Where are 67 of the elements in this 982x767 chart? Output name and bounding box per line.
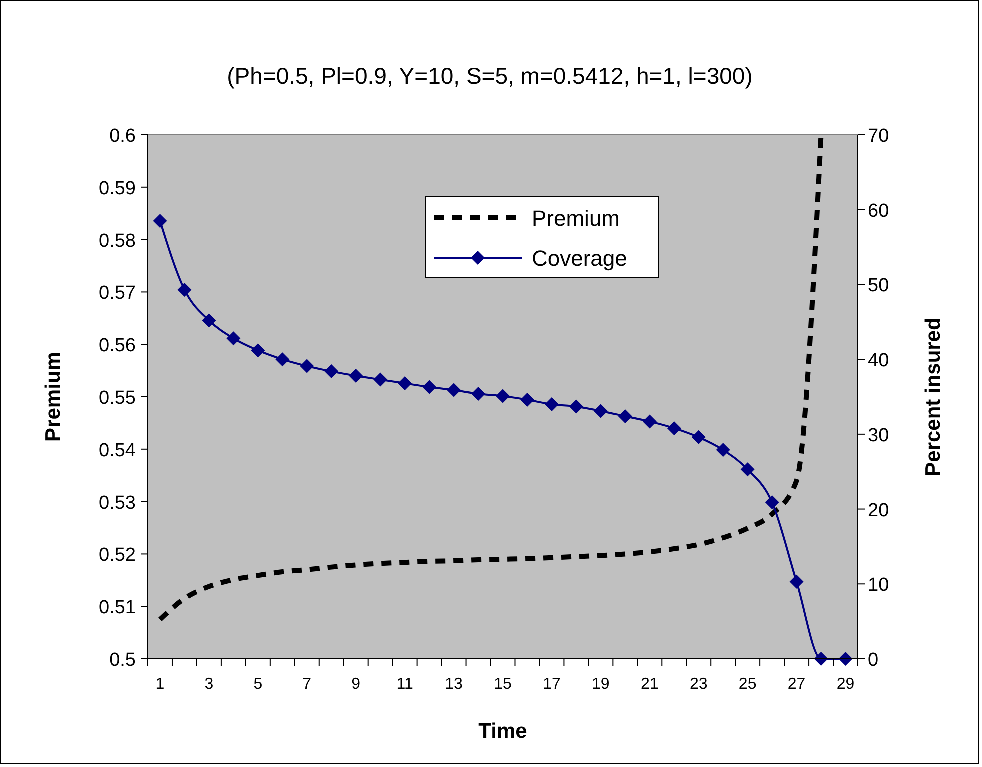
- x-tick-label: 17: [543, 676, 561, 693]
- point: [618, 409, 632, 424]
- y2-tick-label: 70: [868, 126, 890, 147]
- x-tick-label: 23: [690, 676, 708, 693]
- point: [692, 430, 706, 444]
- y2-tick-label: 40: [868, 350, 890, 372]
- point: [496, 389, 510, 404]
- point: [202, 314, 216, 328]
- point: [520, 392, 534, 407]
- y-tick-label: 0.54: [99, 440, 136, 462]
- point: [226, 332, 241, 346]
- legend-label: Coverage: [532, 246, 628, 271]
- point: [740, 462, 755, 477]
- y-axis-title: Premium: [42, 352, 65, 442]
- point: [349, 369, 364, 384]
- x-tick-label: 5: [254, 676, 263, 693]
- y-tick-label: 0.6: [110, 126, 136, 147]
- point: [153, 214, 168, 228]
- point: [544, 397, 559, 412]
- y2-tick-label: 0: [868, 650, 879, 671]
- point: [398, 376, 412, 391]
- point: [765, 496, 780, 510]
- y-tick-label: 0.52: [99, 545, 136, 566]
- point: [324, 364, 339, 379]
- x-tick-label: 15: [494, 676, 512, 693]
- point: [422, 380, 437, 394]
- y-tick-label: 0.53: [99, 492, 136, 514]
- point: [667, 421, 682, 436]
- chart-title: (Ph=0.5, Pl=0.9, Y=10, S=5, m=0.5412, h=1, l=300): [227, 63, 753, 89]
- y-tick-label: 0.55: [99, 388, 136, 409]
- point: [642, 414, 657, 429]
- x-tick-label: 3: [204, 676, 214, 693]
- x-tick-label: 19: [592, 676, 610, 693]
- legend-label: Premium: [532, 206, 620, 231]
- x-tick-label: 29: [836, 676, 855, 693]
- y2-tick-label: 50: [868, 276, 890, 297]
- point: [594, 404, 608, 418]
- point: [374, 372, 388, 387]
- x-tick-label: 9: [352, 676, 361, 693]
- x-tick-label: 1: [156, 676, 165, 693]
- y2-tick-label: 30: [868, 425, 890, 446]
- point: [300, 359, 314, 374]
- y-tick-label: 0.59: [99, 178, 136, 200]
- x-axis-title: Time: [478, 720, 528, 743]
- y2-axis-title: Percent insured: [922, 318, 945, 476]
- y-tick-label: 0.51: [99, 598, 136, 619]
- x-tick-label: 25: [738, 676, 757, 693]
- y2-tick-label: 20: [868, 500, 890, 522]
- point: [447, 383, 462, 398]
- x-tick-label: 11: [396, 676, 414, 693]
- y-tick-label: 0.57: [99, 283, 136, 304]
- y2-tick-label: 10: [868, 575, 890, 596]
- point: [178, 282, 192, 297]
- point: [569, 400, 584, 414]
- y-tick-label: 0.5: [110, 650, 136, 671]
- point: [251, 344, 266, 358]
- x-tick-label: 27: [788, 676, 806, 693]
- y-tick-label: 0.58: [99, 230, 136, 252]
- y-tick-label: 0.56: [99, 336, 136, 357]
- point: [276, 352, 290, 367]
- point: [790, 574, 804, 589]
- x-tick-label: 21: [641, 676, 659, 693]
- y2-tick-label: 60: [868, 200, 890, 222]
- x-tick-label: 7: [302, 676, 312, 693]
- point: [472, 387, 486, 402]
- x-tick-label: 13: [445, 676, 464, 693]
- point: [716, 443, 730, 458]
